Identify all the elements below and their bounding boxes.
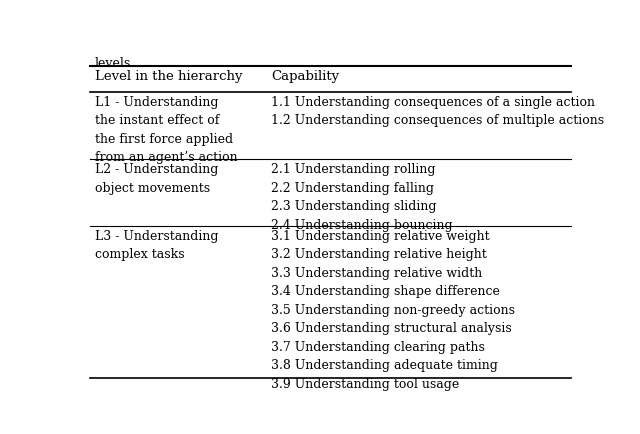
- Text: 3.1 Understanding relative weight
3.2 Understanding relative height
3.3 Understa: 3.1 Understanding relative weight 3.2 Un…: [271, 229, 515, 390]
- Text: Capability: Capability: [271, 70, 339, 83]
- Text: Level in the hierarchy: Level in the hierarchy: [95, 70, 243, 83]
- Text: 1.1 Understanding consequences of a single action
1.2 Understanding consequences: 1.1 Understanding consequences of a sing…: [271, 95, 604, 127]
- Text: 2.1 Understanding rolling
2.2 Understanding falling
2.3 Understanding sliding
2.: 2.1 Understanding rolling 2.2 Understand…: [271, 163, 452, 231]
- Text: L3 - Understanding
complex tasks: L3 - Understanding complex tasks: [95, 229, 218, 261]
- Text: L1 - Understanding
the instant effect of
the first force applied
from an agent’s: L1 - Understanding the instant effect of…: [95, 95, 237, 164]
- Text: L2 - Understanding
object movements: L2 - Understanding object movements: [95, 163, 218, 194]
- Text: levels.: levels.: [95, 57, 135, 70]
